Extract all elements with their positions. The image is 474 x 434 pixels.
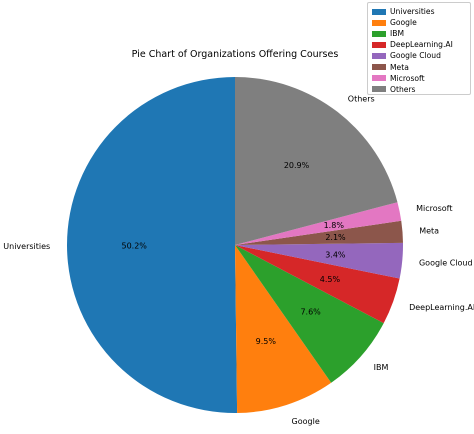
category-label-universities: Universities bbox=[3, 242, 50, 251]
legend-item-deeplearning-ai: DeepLearning.AI bbox=[372, 39, 466, 50]
legend-item-microsoft: Microsoft bbox=[372, 73, 466, 84]
pct-label-universities: 50.2% bbox=[121, 242, 147, 251]
slice-microsoft bbox=[235, 202, 402, 245]
legend-label: Universities bbox=[390, 7, 435, 17]
pct-label-ibm: 7.6% bbox=[300, 308, 321, 317]
legend-label: Meta bbox=[390, 62, 409, 72]
category-label-ibm: IBM bbox=[374, 363, 389, 372]
slice-google-cloud bbox=[235, 242, 403, 279]
legend-label: Google bbox=[390, 18, 417, 28]
slice-deeplearning-ai bbox=[235, 245, 400, 324]
pct-label-deeplearning-ai: 4.5% bbox=[320, 275, 341, 284]
legend-item-ibm: IBM bbox=[372, 28, 466, 39]
legend-swatch bbox=[372, 8, 386, 15]
legend-item-universities: Universities bbox=[372, 6, 466, 17]
pct-label-meta: 2.1% bbox=[325, 233, 346, 242]
legend-swatch bbox=[372, 30, 386, 37]
legend-swatch bbox=[372, 52, 386, 59]
pct-label-google-cloud: 3.4% bbox=[325, 250, 346, 259]
legend-swatch bbox=[372, 41, 386, 48]
legend-item-google: Google bbox=[372, 17, 466, 28]
category-label-meta: Meta bbox=[419, 227, 439, 236]
legend-swatch bbox=[372, 86, 386, 93]
slice-meta bbox=[235, 220, 403, 245]
category-label-others: Others bbox=[348, 95, 375, 104]
chart-legend: Universities Google IBM DeepLearning.AI Goog… bbox=[367, 2, 471, 95]
category-label-deeplearning-ai: DeepLearning.AI bbox=[409, 303, 474, 312]
legend-item-meta: Meta bbox=[372, 61, 466, 72]
category-label-google-cloud: Google Cloud bbox=[419, 258, 473, 267]
pct-label-others: 20.9% bbox=[284, 161, 310, 170]
pct-label-microsoft: 1.8% bbox=[324, 221, 345, 230]
legend-label: DeepLearning.AI bbox=[390, 40, 453, 50]
slice-others bbox=[235, 77, 398, 245]
legend-swatch bbox=[372, 75, 386, 82]
legend-label: IBM bbox=[390, 29, 405, 39]
legend-item-google-cloud: Google Cloud bbox=[372, 50, 466, 61]
category-label-google: Google bbox=[292, 417, 320, 426]
legend-label: Others bbox=[390, 84, 416, 94]
legend-swatch bbox=[372, 19, 386, 26]
legend-label: Microsoft bbox=[390, 73, 425, 83]
slice-google bbox=[235, 245, 332, 413]
pie-labels: 50.2% Universities 9.5% Google 7.6% IBM 4.5% De… bbox=[3, 95, 474, 426]
pie-slices bbox=[66, 77, 403, 413]
chart-title: Pie Chart of Organizations Offering Cour… bbox=[132, 49, 339, 60]
legend-swatch bbox=[372, 64, 386, 71]
slice-universities bbox=[66, 77, 238, 413]
legend-item-others: Others bbox=[372, 84, 466, 95]
category-label-microsoft: Microsoft bbox=[416, 204, 452, 213]
pct-label-google: 9.5% bbox=[256, 337, 277, 346]
slice-ibm bbox=[235, 245, 384, 383]
legend-label: Google Cloud bbox=[390, 51, 441, 61]
